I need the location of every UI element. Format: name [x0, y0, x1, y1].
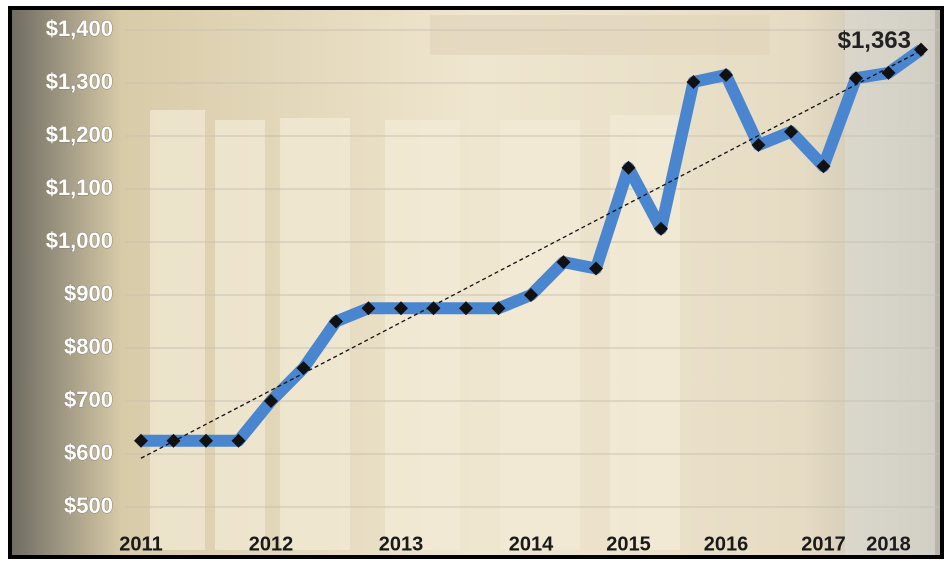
- y-tick-label: $600: [64, 440, 113, 465]
- y-tick-label: $1,300: [46, 69, 113, 94]
- y-tick-label: $700: [64, 387, 113, 412]
- x-tick-label: 2014: [509, 533, 554, 555]
- x-tick-label: 2017: [801, 533, 846, 555]
- x-tick-label: 2016: [704, 533, 749, 555]
- y-tick-label: $800: [64, 334, 113, 359]
- x-tick-label: 2018: [866, 533, 911, 555]
- data-label: $1,363: [838, 27, 911, 54]
- x-tick-label: 2013: [379, 533, 424, 555]
- y-tick-label: $1,400: [46, 16, 113, 41]
- y-tick-label: $1,200: [46, 122, 113, 147]
- y-tick-label: $900: [64, 281, 113, 306]
- y-tick-label: $1,000: [46, 228, 113, 253]
- x-tick-label: 2012: [249, 533, 294, 555]
- x-tick-label: 2015: [606, 533, 651, 555]
- y-tick-label: $500: [64, 493, 113, 518]
- y-tick-label: $1,100: [46, 175, 113, 200]
- x-tick-label: 2011: [119, 533, 162, 555]
- chart: $500 $600 $700 $800 $900 $1,000 $1,100 $1,200 $1…: [0, 0, 952, 565]
